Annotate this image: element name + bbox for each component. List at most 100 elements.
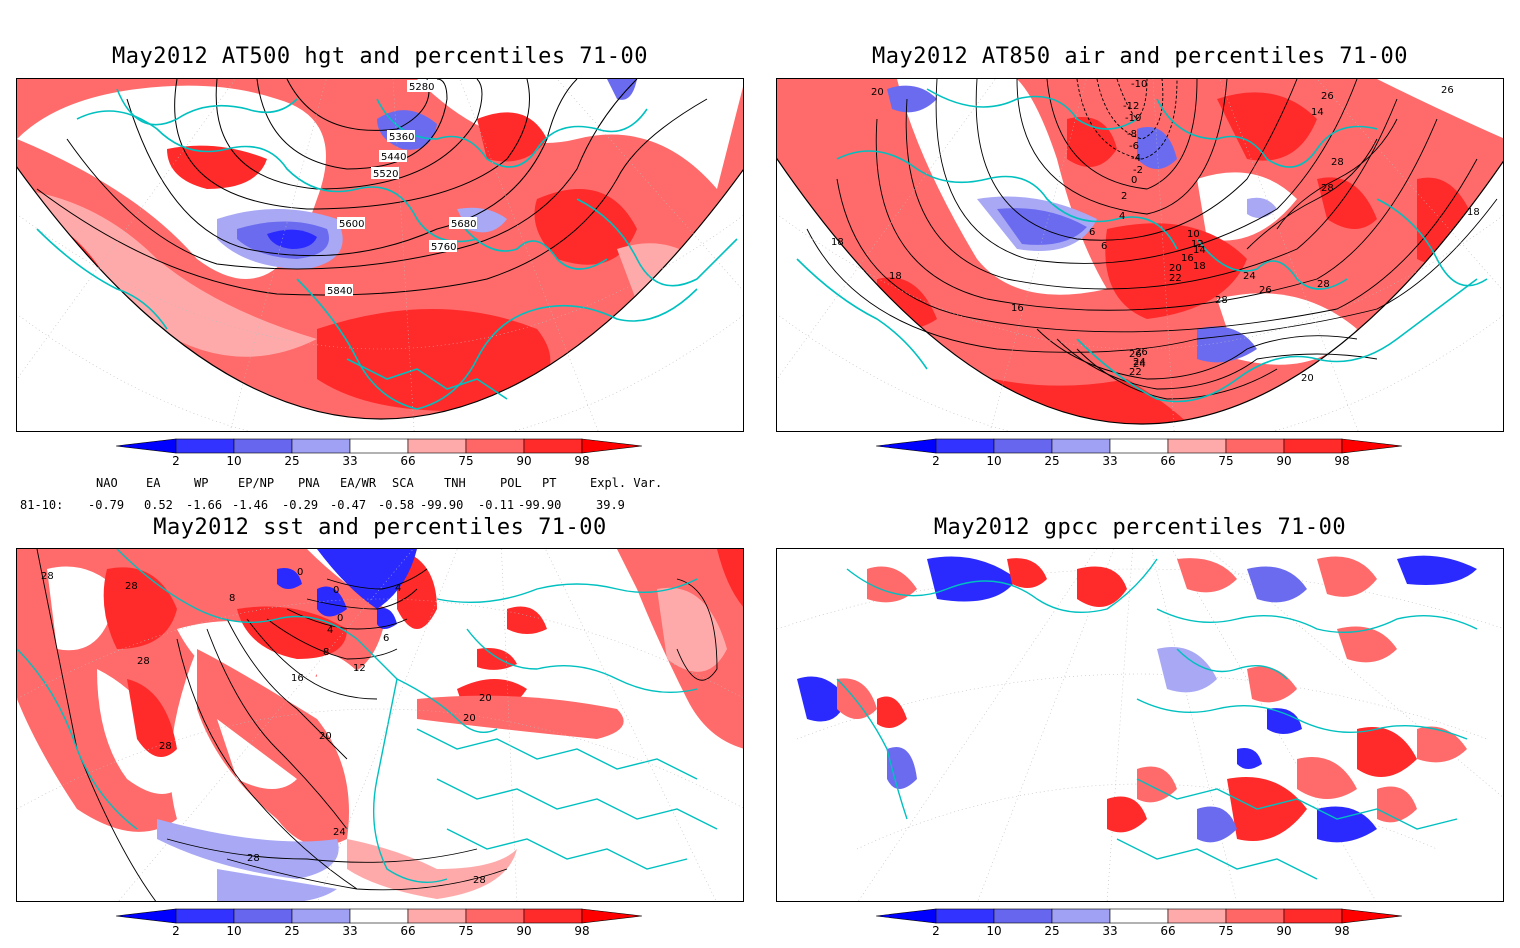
svg-text:18: 18: [889, 271, 902, 282]
svg-text:28: 28: [1321, 183, 1334, 194]
sst-shading: [17, 549, 743, 901]
svg-text:14: 14: [1311, 107, 1324, 118]
index-value: -0.29: [282, 498, 319, 512]
svg-text:28: 28: [473, 875, 486, 886]
map-panel-gpcc: [776, 548, 1504, 902]
index-header: WP: [194, 476, 209, 490]
air850-contours: [806, 79, 1498, 400]
colorbar-tick: 33: [342, 454, 358, 468]
sst-contour-labels: 28 28 28 28 0 8 0 4 6 8 12 16 20 24 28 2…: [41, 567, 492, 886]
hgt500-coastlines: [36, 88, 738, 410]
colorbar-tick: 25: [284, 924, 300, 938]
index-header: POL: [500, 476, 522, 490]
svg-text:-2: -2: [1133, 165, 1143, 176]
index-value: -1.46: [232, 498, 269, 512]
svg-text:-10: -10: [1131, 79, 1147, 90]
svg-text:18: 18: [831, 237, 844, 248]
panel-title-hgt500: May2012 AT500 hgt and percentiles 71-00: [111, 44, 649, 69]
svg-text:20: 20: [871, 87, 884, 98]
sst-coastlines: [17, 549, 718, 884]
svg-text:-4: -4: [1131, 153, 1141, 164]
svg-text:28: 28: [1317, 279, 1330, 290]
index-value: -0.47: [330, 498, 367, 512]
svg-text:8: 8: [323, 647, 329, 658]
colorbar-tick: 75: [458, 924, 474, 938]
svg-text:4: 4: [327, 625, 333, 636]
index-value: -1.66: [186, 498, 223, 512]
svg-text:4: 4: [1119, 211, 1125, 222]
colorbar-tick: 10: [986, 924, 1002, 938]
svg-text:2: 2: [1121, 191, 1127, 202]
svg-text:5280: 5280: [409, 82, 434, 93]
svg-text:10: 10: [1187, 229, 1200, 240]
colorbar-tick: 90: [1276, 454, 1292, 468]
svg-text:5520: 5520: [373, 169, 398, 180]
colorbar-tick: 66: [400, 454, 416, 468]
svg-text:16: 16: [291, 673, 304, 684]
colorbar-swatches: [115, 438, 643, 454]
gpcc-shading: [797, 555, 1477, 843]
colorbar-tick: 33: [1102, 924, 1118, 938]
colorbar-air850: 2 10 25 33 66 75 90 98: [875, 438, 1406, 478]
svg-text:6: 6: [383, 633, 389, 644]
hgt500-contours: [36, 79, 708, 296]
gpcc-coastlines: [836, 558, 1478, 880]
svg-text:-8: -8: [1127, 129, 1137, 140]
svg-text:28: 28: [247, 853, 260, 864]
svg-text:16: 16: [1181, 253, 1194, 264]
colorbar-tick: 10: [226, 454, 242, 468]
map-panel-sst: 28 28 28 28 0 8 0 4 6 8 12 16 20 24 28 2…: [16, 548, 744, 902]
colorbar-tick: 10: [226, 924, 242, 938]
svg-text:26: 26: [1441, 85, 1454, 96]
colorbar-tick: 2: [172, 924, 180, 938]
colorbar-tick: 2: [932, 924, 940, 938]
colorbar-tick: 75: [1218, 924, 1234, 938]
svg-text:24: 24: [333, 827, 346, 838]
colorbar-tick: 98: [1334, 924, 1350, 938]
svg-text:0: 0: [333, 585, 339, 596]
air850-shading: [777, 79, 1503, 424]
svg-text:-6: -6: [1129, 141, 1139, 152]
colorbar-tick: 66: [1160, 454, 1176, 468]
svg-text:16: 16: [1011, 303, 1024, 314]
index-value: -99.90: [518, 498, 562, 512]
colorbar-tick: 90: [1276, 924, 1292, 938]
svg-text:22: 22: [1129, 367, 1142, 378]
colorbar-tick: 90: [516, 454, 532, 468]
index-header: PT: [542, 476, 557, 490]
svg-text:0: 0: [1131, 175, 1137, 186]
air850-coastlines: [796, 88, 1488, 403]
colorbar-gpcc: 2 10 25 33 66 75 90 98: [875, 908, 1406, 948]
colorbar-tick: 98: [574, 454, 590, 468]
index-header: EA: [146, 476, 161, 490]
index-header: NAO: [96, 476, 118, 490]
svg-text:20: 20: [319, 731, 332, 742]
colorbar-swatches: [875, 438, 1403, 454]
colorbar-tick: 33: [1102, 454, 1118, 468]
svg-text:0: 0: [337, 613, 343, 624]
air850-contour-labels: -10 -12 -10 -8 -6 -4 -2 0 2 4 6 6 10 12 …: [831, 79, 1480, 384]
svg-text:5360: 5360: [389, 132, 414, 143]
colorbar-hgt500: 2 10 25 33 66 75 90 98: [115, 438, 646, 478]
colorbar-tick: 2: [932, 454, 940, 468]
colorbar-tick: 10: [986, 454, 1002, 468]
svg-text:5440: 5440: [381, 152, 406, 163]
svg-text:6: 6: [1101, 241, 1107, 252]
svg-text:28: 28: [41, 571, 54, 582]
index-value: -0.79: [88, 498, 125, 512]
colorbar-swatches: [875, 908, 1403, 924]
colorbar-tick: 25: [1044, 454, 1060, 468]
svg-text:5840: 5840: [327, 286, 352, 297]
svg-text:28: 28: [159, 741, 172, 752]
svg-text:26: 26: [1321, 91, 1334, 102]
svg-text:12: 12: [353, 663, 366, 674]
index-value: 39.9: [596, 498, 625, 512]
sst-graticule: [17, 549, 743, 901]
svg-text:5760: 5760: [431, 242, 456, 253]
index-value: -0.11: [478, 498, 515, 512]
colorbar-tick: 98: [574, 924, 590, 938]
map-panel-air850: -10 -12 -10 -8 -6 -4 -2 0 2 4 6 6 10 12 …: [776, 78, 1504, 432]
index-header: TNH: [444, 476, 466, 490]
svg-text:28: 28: [137, 656, 150, 667]
index-row-label: 81-10:: [20, 498, 64, 512]
